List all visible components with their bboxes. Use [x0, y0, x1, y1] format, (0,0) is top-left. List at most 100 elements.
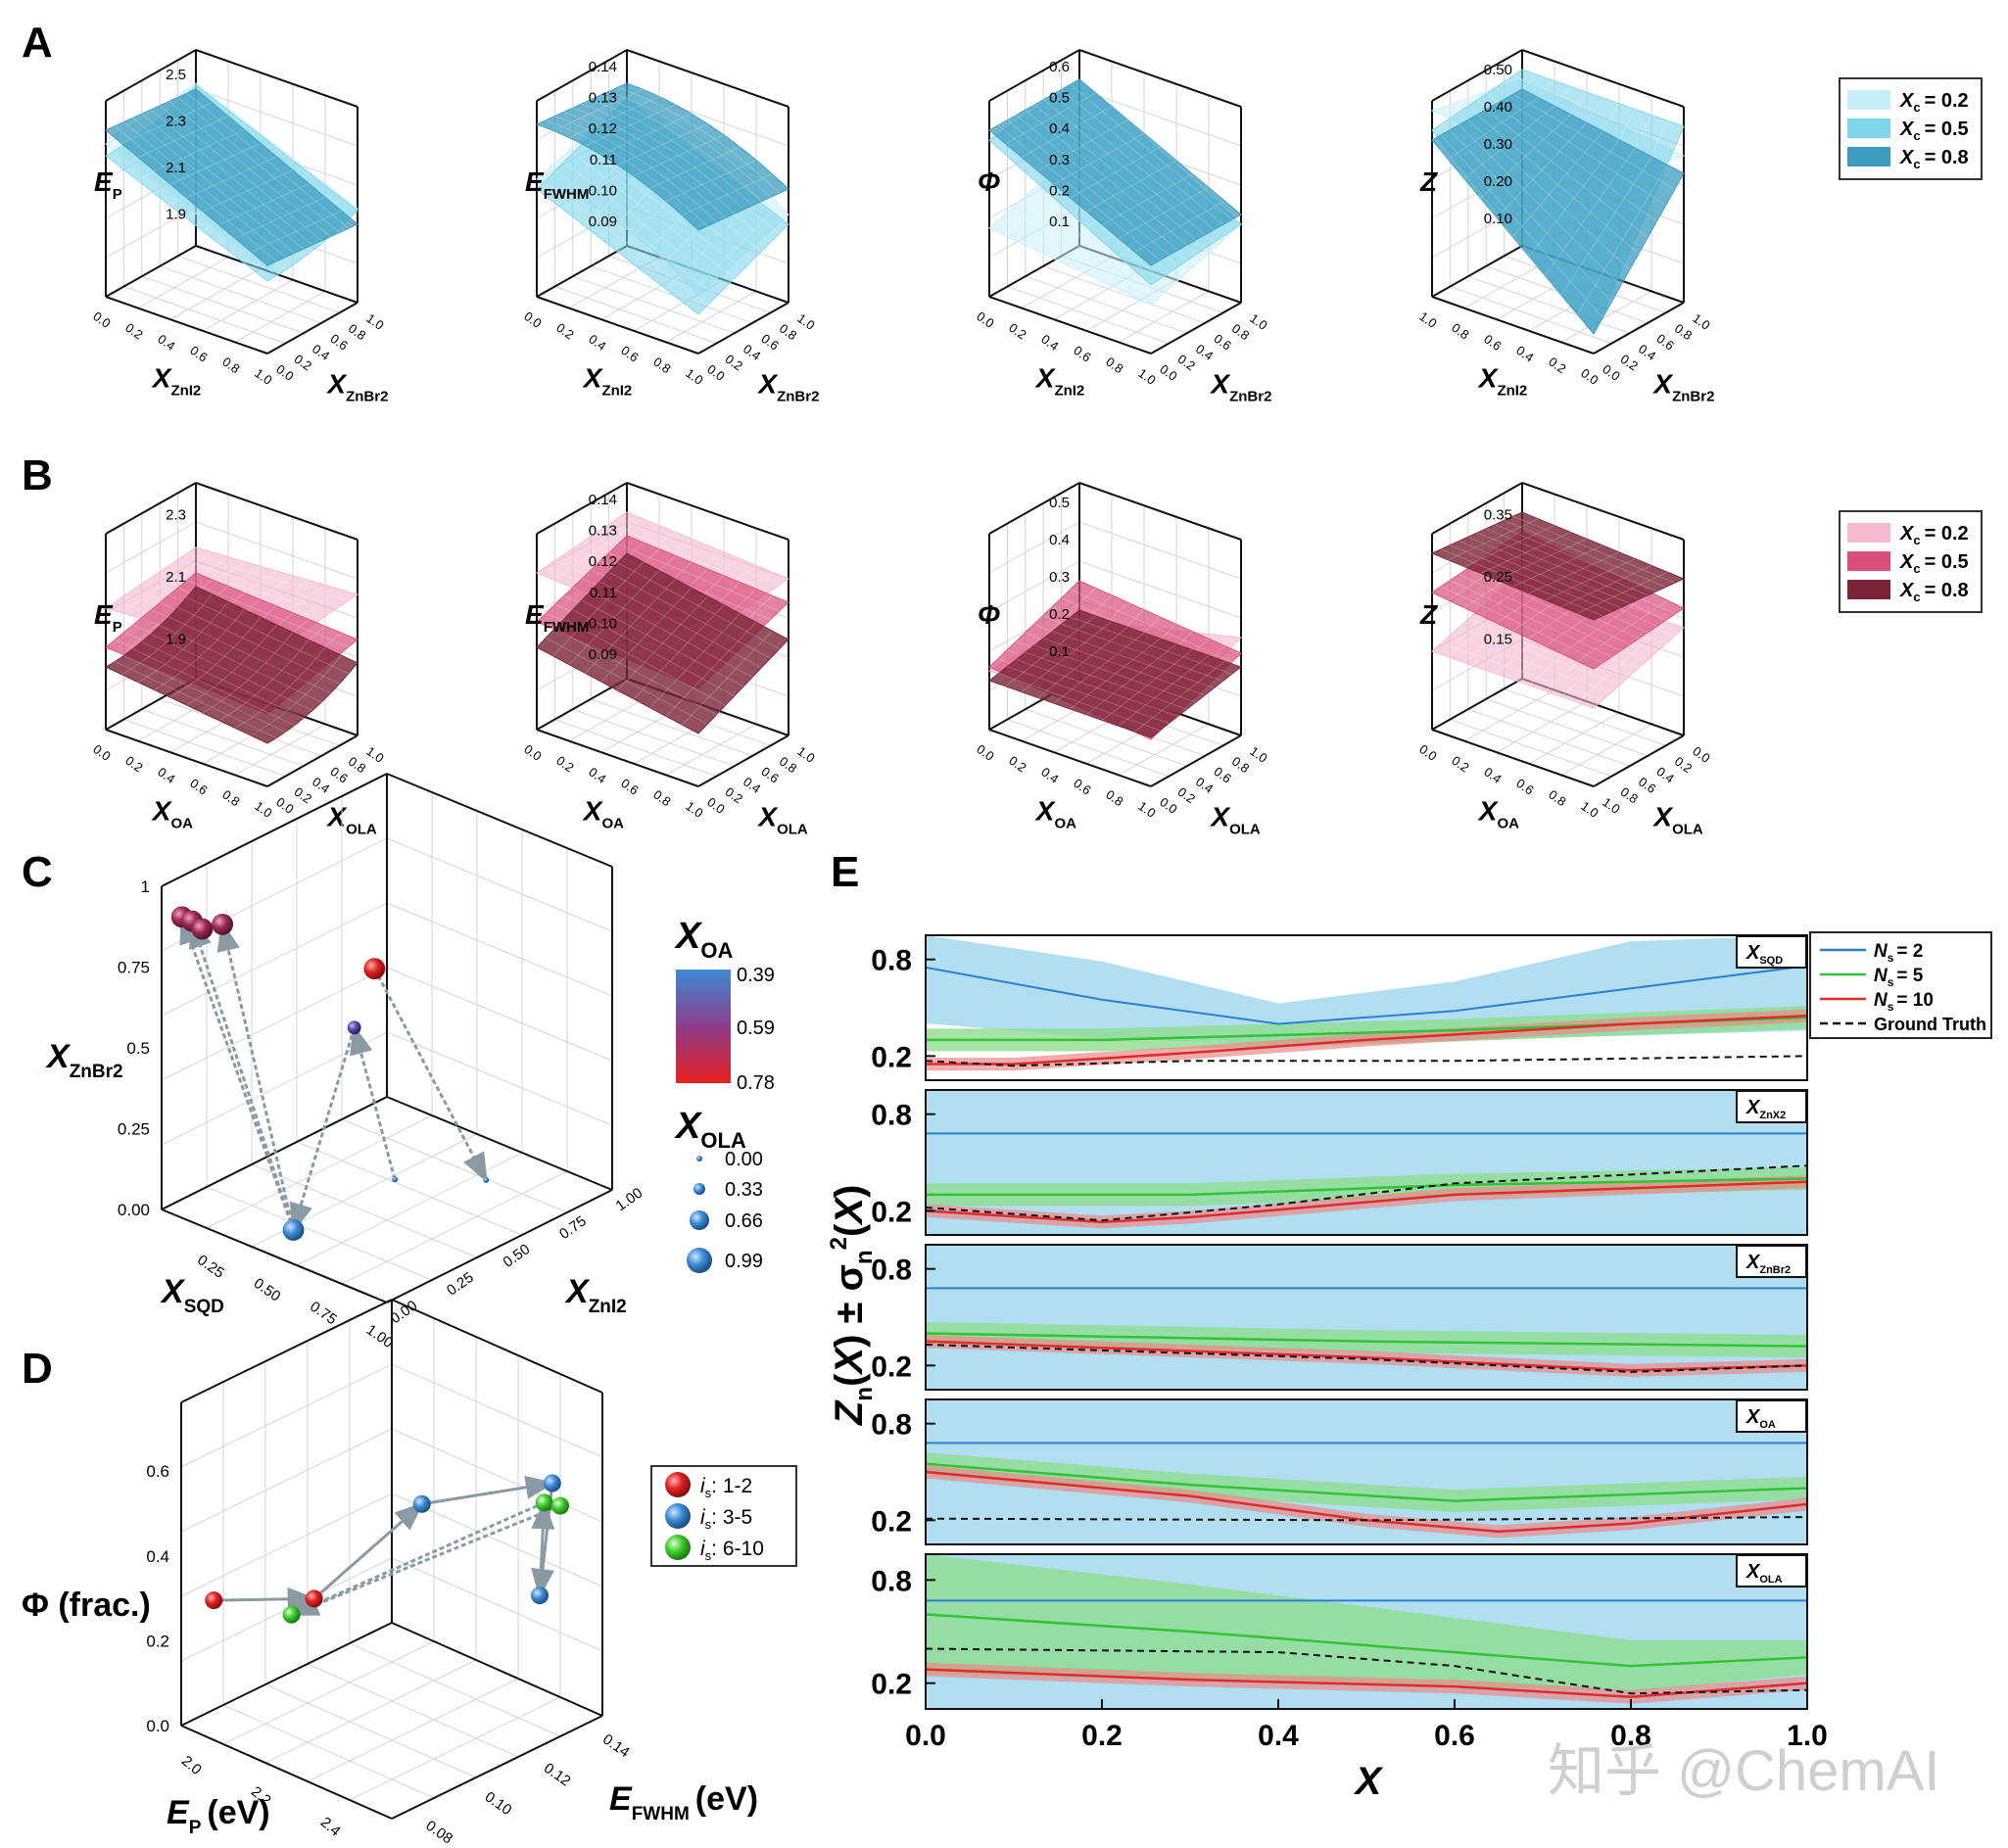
panel-b-3-surface-xc-2-mesh — [1016, 659, 1178, 717]
panel-c-ztick: 0.00 — [118, 1201, 150, 1219]
panel-b-4-xtick: 0.2 — [1449, 753, 1471, 776]
grid-line — [234, 290, 326, 343]
grid-line — [591, 698, 753, 757]
axis-edge — [180, 1622, 393, 1727]
panel-d-point — [305, 1589, 323, 1608]
grid-line — [195, 521, 359, 580]
panel-b-2-xtick: 0.0 — [521, 741, 544, 764]
panel-b-1-xlabel: XOA — [151, 795, 193, 831]
panel-e-line-ground-truth — [925, 1647, 1808, 1695]
panel-b-legend: Xc = 0.2 Xc = 0.5 Xc = 0.8 — [1839, 510, 1983, 613]
panel-a-4-ztick: 0.30 — [1484, 136, 1512, 153]
panel-b-3-surface-xc-1-mesh — [1070, 589, 1232, 663]
axis-edge — [195, 49, 359, 108]
panel-a-3-xtick: 0.0 — [974, 308, 996, 331]
panel-e-ytick: 0.2 — [871, 1669, 912, 1701]
panel-a-4-surface-xc-2-mesh — [1448, 97, 1539, 161]
panel-b-subplot-3: 0.50.40.30.20.1Φ0.00.20.40.60.81.00.00.2… — [974, 482, 1270, 838]
panel-a-3-xtick: 0.6 — [1071, 343, 1093, 365]
panel-e-row-sqd: 0.8 0.2 XSQD — [871, 934, 1808, 1081]
panel-b-4-surface-xc-2-mesh — [1496, 538, 1588, 581]
panel-a-1-xtick: 0.0 — [90, 308, 113, 331]
panel-e-band-ns10 — [926, 1465, 1807, 1539]
panel-c-point — [282, 1219, 305, 1241]
panel-b-2-surface-xc-2-mesh — [633, 604, 725, 700]
grid-line — [386, 837, 613, 932]
panel-a-4-ztick: 0.20 — [1484, 173, 1512, 190]
panel-b-4-surface-xc-2-mesh — [1512, 515, 1675, 584]
legend-swatch-xc02-b — [1847, 523, 1890, 543]
panel-c-ztick: 0.25 — [118, 1120, 150, 1139]
panel-a-3-ztick: 0.5 — [1049, 90, 1070, 107]
axis-edge — [1431, 729, 1595, 787]
panel-e-ytick: 0.8 — [871, 1255, 912, 1287]
panel-a-4-ztick: 0.40 — [1484, 99, 1512, 116]
grid-line — [1560, 723, 1652, 776]
panel-b-3-surface-xc-2-mesh — [1007, 666, 1170, 724]
panel-d-trajectory-arrow — [312, 1501, 424, 1600]
panel-c-point — [191, 918, 214, 940]
panel-b-2-ztick: 0.10 — [589, 616, 617, 633]
panel-a-2-surface-xc-2-mesh — [563, 112, 726, 218]
panel-e-line-ns5 — [925, 1462, 1808, 1502]
panel-a-4-surface-xc-2-mesh — [1476, 114, 1640, 255]
panel-a-4-surface-xc-2-mesh — [1545, 147, 1636, 276]
panel-a-3-surface-xc-2-mesh — [1052, 94, 1215, 230]
grid-line — [202, 279, 294, 332]
panel-b-1-surface-xc-2-mesh — [121, 593, 213, 676]
panel-b-4-ylabel: XOLA — [1651, 802, 1703, 838]
panel-b-4-surface-xc-2 — [1430, 511, 1686, 621]
panel-b-4-surface-xc-1-mesh — [1458, 574, 1621, 651]
panel-e-line-ground-truth — [925, 1055, 1808, 1067]
grid-line — [296, 1152, 523, 1266]
panel-b-4-surface-xc-0-mesh — [1441, 642, 1603, 701]
panel-e-band-ns10 — [926, 1335, 1807, 1377]
panel-a-4-zlabel: Z — [1419, 166, 1438, 197]
panel-b-3-ztick: 0.3 — [1049, 569, 1070, 586]
panel-a-2-surface-xc-1-mesh — [563, 162, 726, 288]
panel-e-band-ns2 — [926, 1399, 1807, 1544]
grid-line — [1025, 708, 1187, 767]
grid-line — [1486, 698, 1649, 757]
panel-e-row-border — [925, 934, 1808, 1081]
grid-line — [1450, 719, 1612, 778]
colorbar-xoa — [676, 970, 731, 1083]
svg-text:Ns= 5: Ns = 5 — [1874, 966, 1924, 989]
grid-line — [341, 1170, 568, 1285]
panel-e-xlabel: X — [1354, 1760, 1384, 1803]
panel-b-3-xtick: 0.6 — [1071, 776, 1093, 798]
panel-c-point — [363, 958, 386, 980]
panel-b-1-surface-xc-2-mesh — [115, 661, 277, 738]
panel-b-1-surface-xc-2-mesh — [186, 624, 277, 706]
svg-text:Xc= 0.8: Xc = 0.8 — [1899, 147, 1969, 171]
panel-b-4-surface-xc-2-mesh — [1463, 525, 1555, 567]
panel-a-2-xlabel: XZnI2 — [582, 362, 633, 399]
panel-c-ztick: 0.75 — [118, 959, 150, 977]
panel-b-4-surface-xc-2-mesh — [1450, 545, 1612, 612]
panel-b-3-zlabel: Φ — [978, 599, 1000, 630]
panel-e-ytick: 0.8 — [871, 1409, 912, 1442]
panel-d-trajectory-arrow — [288, 1500, 546, 1617]
panel-b-1-surface-xc-2-mesh — [251, 654, 342, 736]
axis-edge — [988, 482, 1080, 535]
grid-line — [1007, 719, 1170, 778]
panel-a-4-ztick: 0.10 — [1484, 211, 1512, 227]
panel-a-1-surface-xc-2-mesh — [141, 113, 305, 250]
panel-b-2-surface-xc-2-mesh — [572, 609, 735, 696]
panel-a-3-surface-xc-2-mesh — [1007, 119, 1170, 256]
svg-text:Ground Truth: Ground Truth — [1874, 1015, 1986, 1034]
panel-b-2-surface-xc-2-mesh — [546, 638, 708, 725]
grid-line — [1007, 286, 1170, 345]
panel-d-trajectory-arrow — [421, 1475, 555, 1506]
svg-text:Xc= 0.5: Xc = 0.5 — [1899, 551, 1969, 576]
panel-a-4-surface-xc-2-mesh — [1528, 139, 1620, 258]
panel-b-3-surface-xc-2-mesh — [1070, 616, 1232, 675]
axis-edge — [195, 482, 359, 541]
axis-edge — [1431, 482, 1523, 535]
axis-edge — [386, 1189, 613, 1303]
panel-a-2-ztick: 0.12 — [589, 120, 617, 137]
legend-dot-is-3-5 — [665, 1503, 691, 1529]
panel-c-xtick: 0.50 — [251, 1275, 284, 1305]
panel-a-2-surface-xc-2-mesh — [600, 113, 693, 156]
